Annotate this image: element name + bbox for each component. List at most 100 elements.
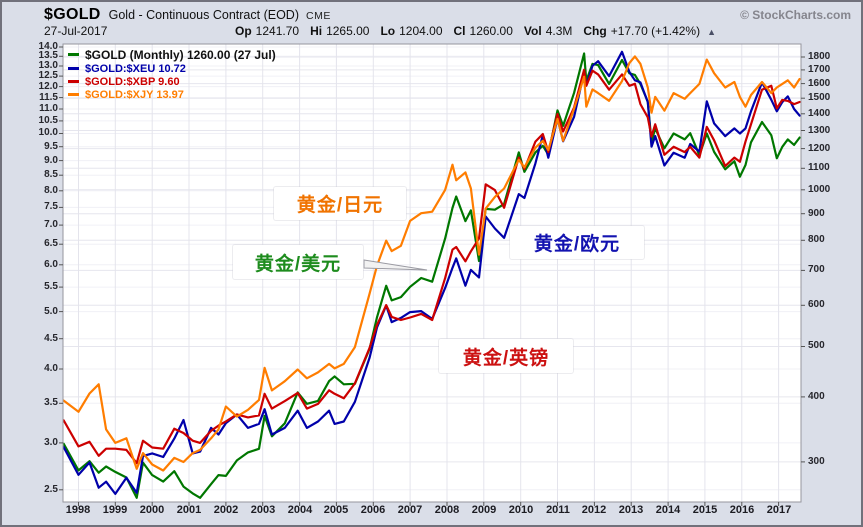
legend-label: $GOLD:$XEU 10.72	[85, 62, 186, 75]
left-axis-label: 7.0	[44, 219, 58, 230]
quote-value: +17.70 (+1.42%)	[610, 24, 701, 38]
right-axis-label: 1400	[808, 108, 831, 119]
annotation-gold-jpy: 黄金/日元	[274, 187, 406, 220]
x-axis-year-label: 2014	[655, 504, 681, 516]
left-axis-label: 2.5	[44, 484, 58, 495]
right-axis-label: 1000	[808, 184, 831, 195]
legend-dash-icon	[68, 80, 79, 83]
quote-op: Op 1241.70	[235, 24, 299, 38]
legend-row-gold[interactable]: $GOLD (Monthly) 1260.00 (27 Jul)	[68, 47, 276, 62]
annotation-gold-eur: 黄金/欧元	[510, 226, 644, 259]
instrument-name: Gold - Continuous Contract (EOD)	[108, 8, 299, 22]
right-axis-label: 300	[808, 456, 825, 467]
stockcharts-watermark: © StockCharts.com	[740, 8, 851, 22]
left-axis-label: 5.5	[44, 281, 58, 292]
right-axis-label: 1600	[808, 78, 831, 89]
quote-value: 1265.00	[326, 24, 370, 38]
plot-border	[62, 43, 802, 503]
left-axis-label: 11.5	[39, 92, 58, 103]
left-axis-label: 10.0	[38, 127, 58, 138]
x-axis-year-label: 2011	[546, 504, 570, 516]
x-axis-year-label: 2009	[471, 504, 497, 516]
x-axis-year-label: 2002	[213, 504, 239, 516]
chart-legend: $GOLD (Monthly) 1260.00 (27 Jul) $GOLD:$X…	[68, 47, 276, 101]
left-axis-label: 9.0	[44, 155, 58, 166]
x-axis-year-label: 2013	[618, 504, 644, 516]
x-axis-year-label: 2017	[766, 504, 792, 516]
legend-label: $GOLD (Monthly) 1260.00 (27 Jul)	[85, 47, 276, 62]
quote-vol: Vol 4.3M	[524, 24, 572, 38]
left-axis-label: 8.5	[44, 169, 58, 180]
x-axis-year-label: 2016	[729, 504, 755, 516]
quote-label: Vol	[523, 24, 542, 38]
left-axis-label: 4.0	[44, 363, 58, 374]
chart-header: $GOLD Gold - Continuous Contract (EOD) C…	[44, 6, 331, 24]
left-axis-label: 10.5	[38, 115, 58, 126]
right-axis-label: 700	[808, 264, 825, 275]
legend-row-gold-xjy[interactable]: $GOLD:$XJY 13.97	[68, 88, 276, 101]
quote-label: Hi	[310, 24, 323, 38]
quote-value: 1241.70	[255, 24, 300, 38]
left-axis-label: 13.5	[38, 50, 58, 61]
annotation-callout-line	[363, 259, 428, 271]
legend-row-gold-xeu[interactable]: $GOLD:$XEU 10.72	[68, 62, 276, 75]
quote-label: Cl	[453, 24, 466, 38]
quote-label: Op	[235, 24, 252, 38]
right-axis-label: 800	[808, 234, 825, 245]
x-axis-year-label: 2003	[250, 504, 276, 516]
x-axis-year-label: 2015	[692, 504, 718, 516]
left-axis-label: 14.0	[38, 41, 58, 52]
right-axis-label: 1800	[808, 51, 831, 62]
right-axis-label: 600	[808, 299, 825, 310]
ticker-symbol: $GOLD	[44, 6, 101, 23]
right-axis-label: 1100	[808, 162, 830, 173]
x-axis-year-label: 1998	[65, 504, 91, 516]
plot-background	[63, 44, 801, 502]
right-axis-label: 1700	[808, 64, 831, 75]
left-axis-label: 12.0	[38, 81, 58, 92]
x-axis-year-label: 2012	[581, 504, 607, 516]
series-line--gold-xjy	[63, 55, 801, 472]
x-axis-year-label: 2000	[139, 504, 165, 516]
x-axis-year-label: 2008	[434, 504, 460, 516]
right-axis-label: 400	[808, 391, 825, 402]
series-line--gold-xeu	[63, 50, 801, 495]
left-axis-label: 4.5	[44, 333, 58, 344]
change-up-triangle-icon: ▲	[707, 27, 717, 37]
legend-dash-icon	[68, 53, 79, 56]
x-axis-year-label: 2010	[508, 504, 534, 516]
x-axis-year-label: 2004	[287, 504, 313, 516]
left-axis-label: 5.0	[44, 306, 58, 317]
exchange-label: CME	[305, 10, 331, 22]
legend-row-gold-xbp[interactable]: $GOLD:$XBP 9.60	[68, 75, 276, 88]
left-axis-label: 12.5	[38, 70, 58, 81]
right-axis-label: 1200	[808, 143, 831, 154]
quote-value: 4.3M	[545, 24, 573, 38]
x-axis-year-label: 2001	[176, 504, 202, 516]
annotation-gold-usd: 黄金/美元	[233, 245, 363, 279]
legend-dash-icon	[68, 67, 79, 70]
quote-value: 1204.00	[399, 24, 443, 38]
left-axis-label: 7.5	[44, 201, 58, 212]
quote-label: Chg	[583, 24, 607, 38]
legend-label: $GOLD:$XJY 13.97	[85, 88, 184, 101]
annotation-gold-gbp: 黄金/英镑	[439, 339, 573, 373]
right-axis-label: 1500	[808, 92, 831, 103]
left-axis-label: 13.0	[38, 60, 58, 71]
left-axis-label: 6.0	[44, 259, 58, 270]
x-axis-year-label: 2006	[360, 504, 386, 516]
series-line--gold-xbp	[63, 68, 801, 465]
quote-label: Lo	[380, 24, 396, 38]
left-axis-label: 6.5	[44, 238, 58, 249]
right-axis-label: 1300	[808, 125, 831, 136]
quote-cl: Cl 1260.00	[454, 24, 513, 38]
right-axis-label: 900	[808, 208, 825, 219]
quote-lo: Lo 1204.00	[380, 24, 442, 38]
ohlc-quote-row: Op 1241.70 Hi 1265.00 Lo 1204.00 Cl 1260.00 Vol 4…	[235, 24, 716, 38]
legend-label: $GOLD:$XBP 9.60	[85, 75, 180, 88]
left-axis-label: 9.5	[44, 141, 58, 152]
right-axis-label: 500	[808, 340, 825, 351]
quote-chg: Chg +17.70 (+1.42%)	[583, 24, 700, 38]
